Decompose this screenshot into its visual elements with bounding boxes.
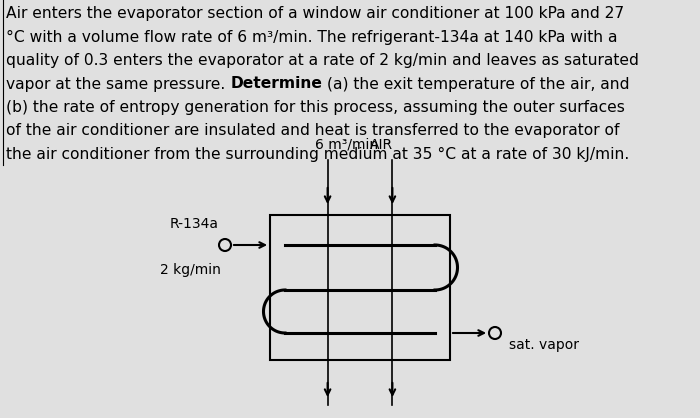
Text: Air enters the evaporator section of a window air conditioner at 100 kPa and 27: Air enters the evaporator section of a w… bbox=[6, 6, 624, 21]
Text: Determine: Determine bbox=[230, 76, 322, 92]
Text: sat. vapor: sat. vapor bbox=[509, 338, 579, 352]
Text: of the air conditioner are insulated and heat is transferred to the evaporator o: of the air conditioner are insulated and… bbox=[6, 123, 620, 138]
Text: 6 m³/min: 6 m³/min bbox=[315, 138, 378, 152]
Text: 2 kg/min: 2 kg/min bbox=[160, 263, 221, 277]
Text: the air conditioner from the surrounding medium at 35 °C at a rate of 30 kJ/min.: the air conditioner from the surrounding… bbox=[6, 147, 629, 162]
Bar bbox=[270, 215, 450, 360]
Text: (b) the rate of entropy generation for this process, assuming the outer surfaces: (b) the rate of entropy generation for t… bbox=[6, 100, 625, 115]
Text: R-134a: R-134a bbox=[170, 217, 219, 231]
Text: AIR: AIR bbox=[370, 138, 393, 152]
Text: vapor at the same pressure.: vapor at the same pressure. bbox=[6, 76, 230, 92]
Text: quality of 0.3 enters the evaporator at a rate of 2 kg/min and leaves as saturat: quality of 0.3 enters the evaporator at … bbox=[6, 53, 639, 68]
Text: (a) the exit temperature of the air, and: (a) the exit temperature of the air, and bbox=[322, 76, 629, 92]
Text: °C with a volume flow rate of 6 m³/min. The refrigerant-134a at 140 kPa with a: °C with a volume flow rate of 6 m³/min. … bbox=[6, 30, 617, 44]
